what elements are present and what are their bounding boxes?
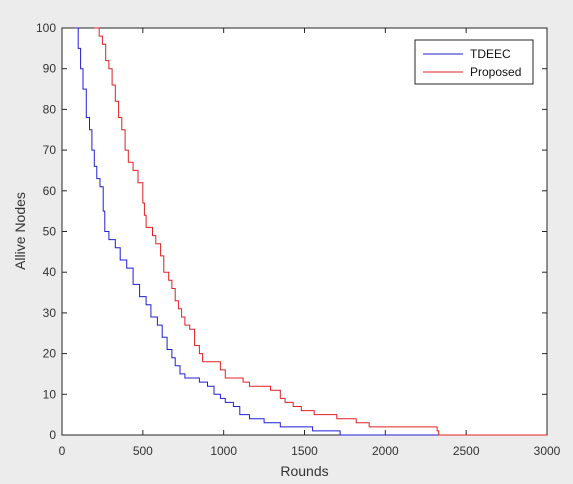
y-tick-label: 30 bbox=[43, 306, 57, 320]
y-tick-label: 50 bbox=[43, 225, 57, 239]
x-tick-label: 0 bbox=[59, 444, 66, 458]
y-tick-label: 90 bbox=[43, 62, 57, 76]
x-tick-label: 1500 bbox=[291, 444, 318, 458]
x-tick-label: 1000 bbox=[210, 444, 237, 458]
x-axis-title: Rounds bbox=[280, 463, 328, 479]
x-tick-label: 3000 bbox=[534, 444, 561, 458]
y-tick-label: 10 bbox=[43, 387, 57, 401]
legend-label: TDEEC bbox=[470, 47, 511, 61]
y-axis-title: Allive Nodes bbox=[12, 192, 28, 270]
y-tick-label: 100 bbox=[36, 21, 56, 35]
series-line-proposed bbox=[94, 27, 547, 436]
y-tick-label: 20 bbox=[43, 347, 57, 361]
x-tick-label: 500 bbox=[133, 444, 153, 458]
y-tick-label: 70 bbox=[43, 143, 57, 157]
y-tick-label: 40 bbox=[43, 265, 57, 279]
axis-ticks: 0 500 1000 1500 2000 2500 3000 0 10 20 30 40 50 60 70 8… bbox=[36, 21, 561, 458]
y-tick-label: 60 bbox=[43, 184, 57, 198]
x-tick-label: 2500 bbox=[453, 444, 480, 458]
series-lines bbox=[74, 27, 547, 436]
legend: TDEEC Proposed bbox=[414, 39, 534, 85]
y-tick-label: 0 bbox=[49, 428, 56, 442]
x-tick-label: 2000 bbox=[372, 444, 399, 458]
y-tick-label: 80 bbox=[43, 102, 57, 116]
series-line-tdeec bbox=[74, 27, 547, 436]
plot-area bbox=[61, 27, 548, 436]
legend-box bbox=[414, 39, 534, 85]
legend-label: Proposed bbox=[470, 65, 521, 79]
